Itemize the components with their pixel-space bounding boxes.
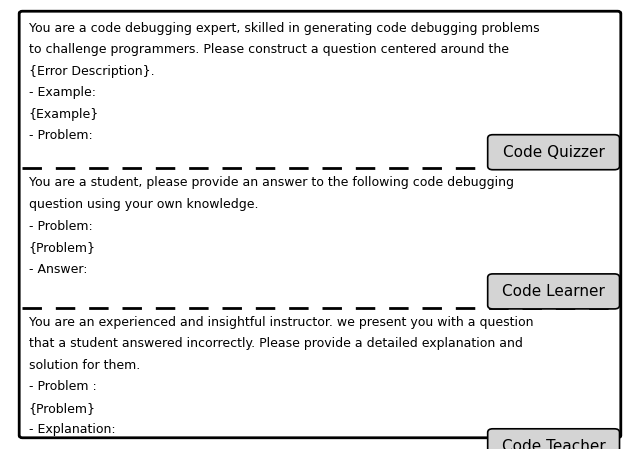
Text: You are a student, please provide an answer to the following code debugging: You are a student, please provide an ans… (29, 176, 514, 189)
Text: solution for them.: solution for them. (29, 359, 140, 372)
Text: Code Learner: Code Learner (502, 284, 605, 299)
Text: - Answer:: - Answer: (29, 263, 87, 276)
FancyBboxPatch shape (19, 11, 621, 438)
Text: - Problem:: - Problem: (29, 220, 93, 233)
Text: - Explanation:: - Explanation: (29, 423, 115, 436)
Text: {Problem}: {Problem} (29, 402, 96, 415)
Text: question using your own knowledge.: question using your own knowledge. (29, 198, 259, 211)
Text: You are a code debugging expert, skilled in generating code debugging problems: You are a code debugging expert, skilled… (29, 22, 540, 35)
Text: - Example:: - Example: (29, 86, 96, 99)
Text: that a student answered incorrectly. Please provide a detailed explanation and: that a student answered incorrectly. Ple… (29, 337, 523, 350)
Text: - Problem:: - Problem: (29, 129, 93, 142)
Text: {Problem}: {Problem} (29, 241, 96, 254)
Text: - Problem :: - Problem : (29, 380, 97, 393)
Text: {Error Description}.: {Error Description}. (29, 65, 154, 78)
Text: Code Quizzer: Code Quizzer (502, 145, 605, 160)
FancyBboxPatch shape (488, 429, 620, 449)
Text: You are an experienced and insightful instructor. we present you with a question: You are an experienced and insightful in… (29, 316, 533, 329)
Text: to challenge programmers. Please construct a question centered around the: to challenge programmers. Please constru… (29, 43, 509, 56)
Text: {Example}: {Example} (29, 108, 99, 121)
FancyBboxPatch shape (488, 274, 620, 309)
Text: Code Teacher: Code Teacher (502, 439, 605, 449)
FancyBboxPatch shape (488, 135, 620, 170)
